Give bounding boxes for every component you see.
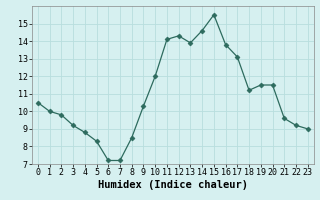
X-axis label: Humidex (Indice chaleur): Humidex (Indice chaleur)	[98, 180, 248, 190]
